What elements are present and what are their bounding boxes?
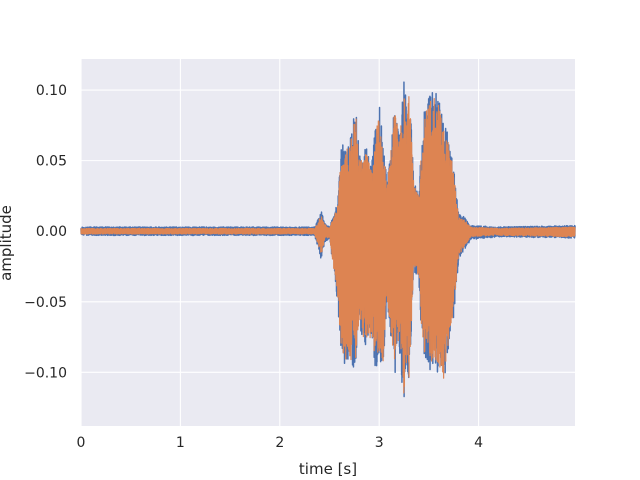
y-tick-label: −0.10 xyxy=(24,365,67,381)
y-tick-label: −0.05 xyxy=(24,295,67,311)
y-tick-label: 0.05 xyxy=(36,154,67,170)
x-tick-label: 4 xyxy=(474,435,483,451)
x-tick-label: 1 xyxy=(176,435,185,451)
plot-background xyxy=(81,59,575,426)
y-axis-ticks: 0.10 0.05 0.00 −0.05 −0.10 xyxy=(24,83,67,381)
series-line-2 xyxy=(80,96,576,394)
x-tick-label: 0 xyxy=(77,435,86,451)
series-layer xyxy=(80,81,576,398)
y-axis-label: amplitude xyxy=(0,205,15,281)
x-tick-label: 2 xyxy=(275,435,284,451)
x-tick-label: 3 xyxy=(375,435,384,451)
y-tick-label: 0.10 xyxy=(36,83,67,99)
x-axis-label: time [s] xyxy=(299,460,357,478)
y-tick-label: 0.00 xyxy=(36,224,67,240)
grid xyxy=(80,59,575,426)
x-axis-ticks: 0 1 2 3 4 xyxy=(77,435,484,451)
